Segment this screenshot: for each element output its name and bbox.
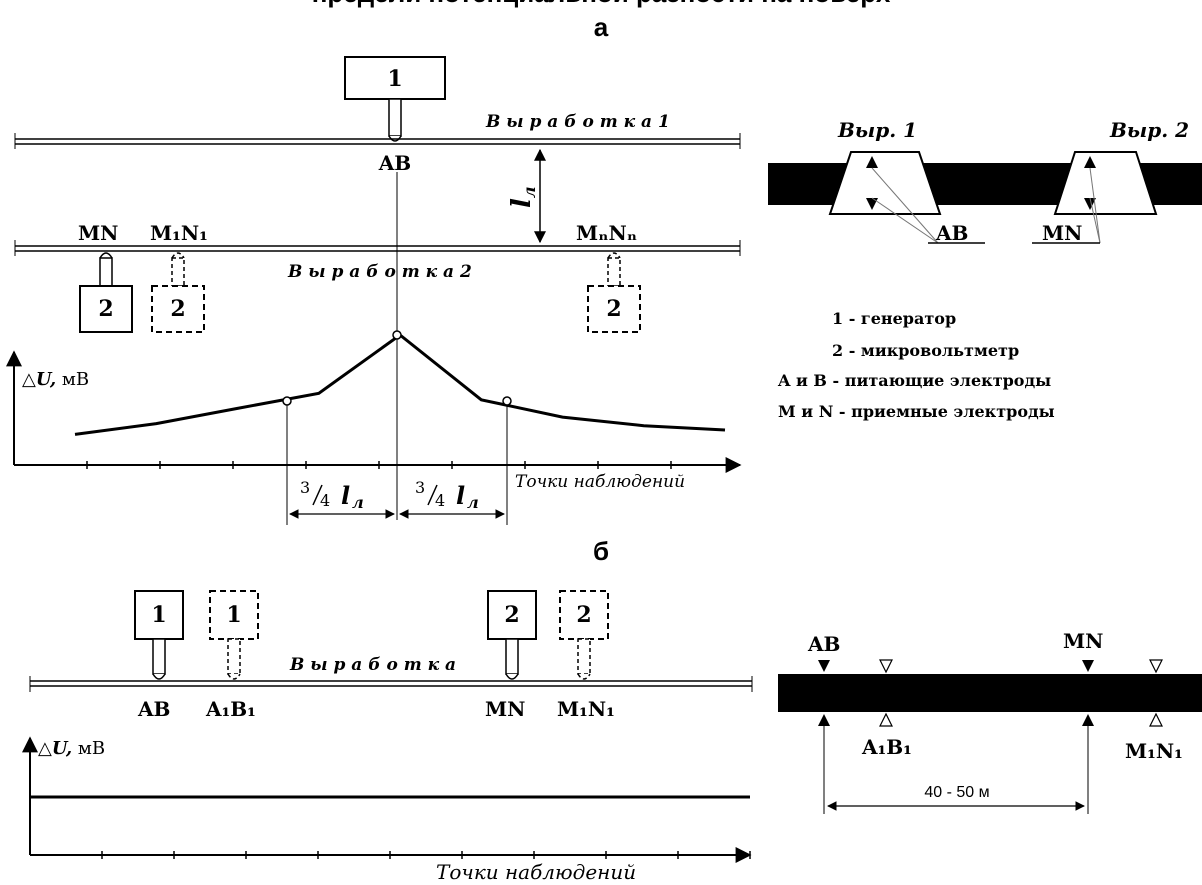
svg-text:л: л xyxy=(467,493,479,512)
distance-label-b: 40 - 50 м xyxy=(924,784,989,801)
legend-item-4: M и N - приемные электроды xyxy=(778,402,1055,421)
receiver-box-mn xyxy=(79,285,133,333)
svg-text:3: 3 xyxy=(415,478,425,497)
vyr2-label: Выр. 2 xyxy=(1109,118,1189,142)
legend-item-1: 1 - генератор xyxy=(832,309,956,328)
receiver-box-m1n1 xyxy=(151,285,205,333)
left-span-label: 3 4 l л xyxy=(300,478,364,512)
chart-b-x-label: Точки наблюдений xyxy=(436,860,636,884)
m1n1-bottom-marker xyxy=(1149,712,1163,727)
ab-label: AB xyxy=(378,151,411,175)
ab-bottom-marker xyxy=(818,714,830,726)
receiver-number-mn-b: 2 xyxy=(504,602,519,628)
chart-a-y-label: △U, мВ xyxy=(22,369,89,390)
svg-text:l: l xyxy=(341,481,350,510)
drift2-label: В ы р а б о т к а 2 xyxy=(287,262,472,282)
svg-text:4: 4 xyxy=(320,491,330,510)
panel-b-right: AB MN A₁B₁ M₁N₁ 40 - 50 м xyxy=(778,629,1202,814)
a1b1-label-b: A₁B₁ xyxy=(205,697,256,721)
mn-label: MN xyxy=(78,221,118,245)
receiver-box-mnnn xyxy=(587,285,641,333)
right-span-label: 3 4 l л xyxy=(415,478,479,512)
peak-point xyxy=(392,330,402,340)
panel-a-left: 1 В ы р а б о т к а 1 AB В ы р а б о т к… xyxy=(6,56,742,525)
legend-item-3: A и B - питающие электроды xyxy=(777,371,1051,390)
svg-text:l: l xyxy=(456,481,465,510)
ab-top-marker xyxy=(818,660,830,672)
chart-b-y-label: △U, мВ xyxy=(38,738,105,759)
distance-l: lл xyxy=(507,186,539,208)
receiver-electrode-m1n1-b xyxy=(577,673,591,680)
generator-cable xyxy=(388,98,402,137)
svg-text:л: л xyxy=(352,493,364,512)
mn-cable xyxy=(99,257,113,287)
section-label-b: б xyxy=(593,536,609,566)
rock-layer-b xyxy=(778,674,1202,712)
svg-text:4: 4 xyxy=(435,491,445,510)
svg-text:3: 3 xyxy=(300,478,310,497)
vyr2-shape xyxy=(1053,151,1158,215)
drift1-label: В ы р а б о т к а 1 xyxy=(485,112,670,132)
right-a1b1-label-b: A₁B₁ xyxy=(861,735,912,759)
drift-b-label: В ы р а б о т к а xyxy=(289,655,456,675)
mnnn-electrode xyxy=(607,252,621,259)
m1n1-cable xyxy=(171,257,185,287)
section-label-a: а xyxy=(594,12,609,42)
right-ab-label: AB xyxy=(935,221,968,245)
vyr2-electrode-top xyxy=(1084,156,1096,168)
mn-leader-1 xyxy=(1089,167,1101,244)
mnnn-cable xyxy=(607,257,621,287)
right-mn-label-b: MN xyxy=(1063,629,1103,653)
m1n1-electrode xyxy=(171,252,185,259)
mn-bottom-marker xyxy=(1082,714,1094,726)
receiver-electrode-mn-b xyxy=(505,673,519,680)
chart-a-ticks xyxy=(86,461,672,469)
chart-a-curve xyxy=(74,333,726,436)
generator-cable-a1b1 xyxy=(227,638,241,675)
mn-top-marker xyxy=(1082,660,1094,672)
generator-electrode-ab xyxy=(152,673,166,680)
a1b1-bottom-marker xyxy=(879,712,893,727)
receiver-box-m1n1-b xyxy=(559,590,609,640)
receiver-cable-m1n1-b xyxy=(577,638,591,675)
mn-label-b: MN xyxy=(485,697,525,721)
mn-electrode xyxy=(99,252,113,259)
ab-leader-1 xyxy=(871,167,939,244)
generator-number-a1b1: 1 xyxy=(226,602,241,628)
a1b1-top-marker xyxy=(879,659,893,674)
receiver-number-m1n1: 2 xyxy=(170,296,185,322)
vyr1-label: Выр. 1 xyxy=(837,118,917,142)
clipped-title: предели потенциальной разности на поверх xyxy=(0,0,1202,18)
mnnn-label: MₙNₙ xyxy=(576,221,637,245)
chart-b-ticks xyxy=(101,851,751,859)
receiver-number-mn: 2 xyxy=(98,296,113,322)
ab-leader-2 xyxy=(871,197,939,244)
m1n1-label: M₁N₁ xyxy=(150,221,208,245)
legend-item-2: 2 - микровольтметр xyxy=(832,341,1019,360)
generator-number-ab: 1 xyxy=(151,602,166,628)
generator-cable-ab xyxy=(152,638,166,675)
receiver-number-m1n1-b: 2 xyxy=(576,602,591,628)
right-mn-label: MN xyxy=(1042,221,1082,245)
generator-number: 1 xyxy=(387,66,402,92)
ab-label-b: AB xyxy=(137,697,170,721)
panel-b-left: В ы р а б о т к а 1 1 2 2 AB A₁B₁ MN M₁N… xyxy=(22,590,753,884)
m1n1-top-marker xyxy=(1149,659,1163,674)
left-point xyxy=(282,396,292,406)
right-point xyxy=(502,396,512,406)
right-m1n1-label-b: M₁N₁ xyxy=(1125,739,1183,763)
generator-electrode-a1b1 xyxy=(227,673,241,680)
vyr1-electrode-top xyxy=(866,156,878,168)
panel-a-right: Выр. 1 Выр. 2 AB MN xyxy=(768,118,1202,245)
m1n1-label-b: M₁N₁ xyxy=(557,697,615,721)
vyr2-electrode-bottom xyxy=(1084,198,1096,210)
receiver-cable-mn-b xyxy=(505,638,519,675)
mn-leader-2 xyxy=(1089,197,1101,244)
receiver-number-mnnn: 2 xyxy=(606,296,621,322)
vyr1-electrode-bottom xyxy=(866,198,878,210)
legend: 1 - генератор 2 - микровольтметр A и B -… xyxy=(777,309,1055,421)
chart-a-x-label: Точки наблюдений xyxy=(515,472,685,492)
right-ab-label-b: AB xyxy=(807,632,840,656)
